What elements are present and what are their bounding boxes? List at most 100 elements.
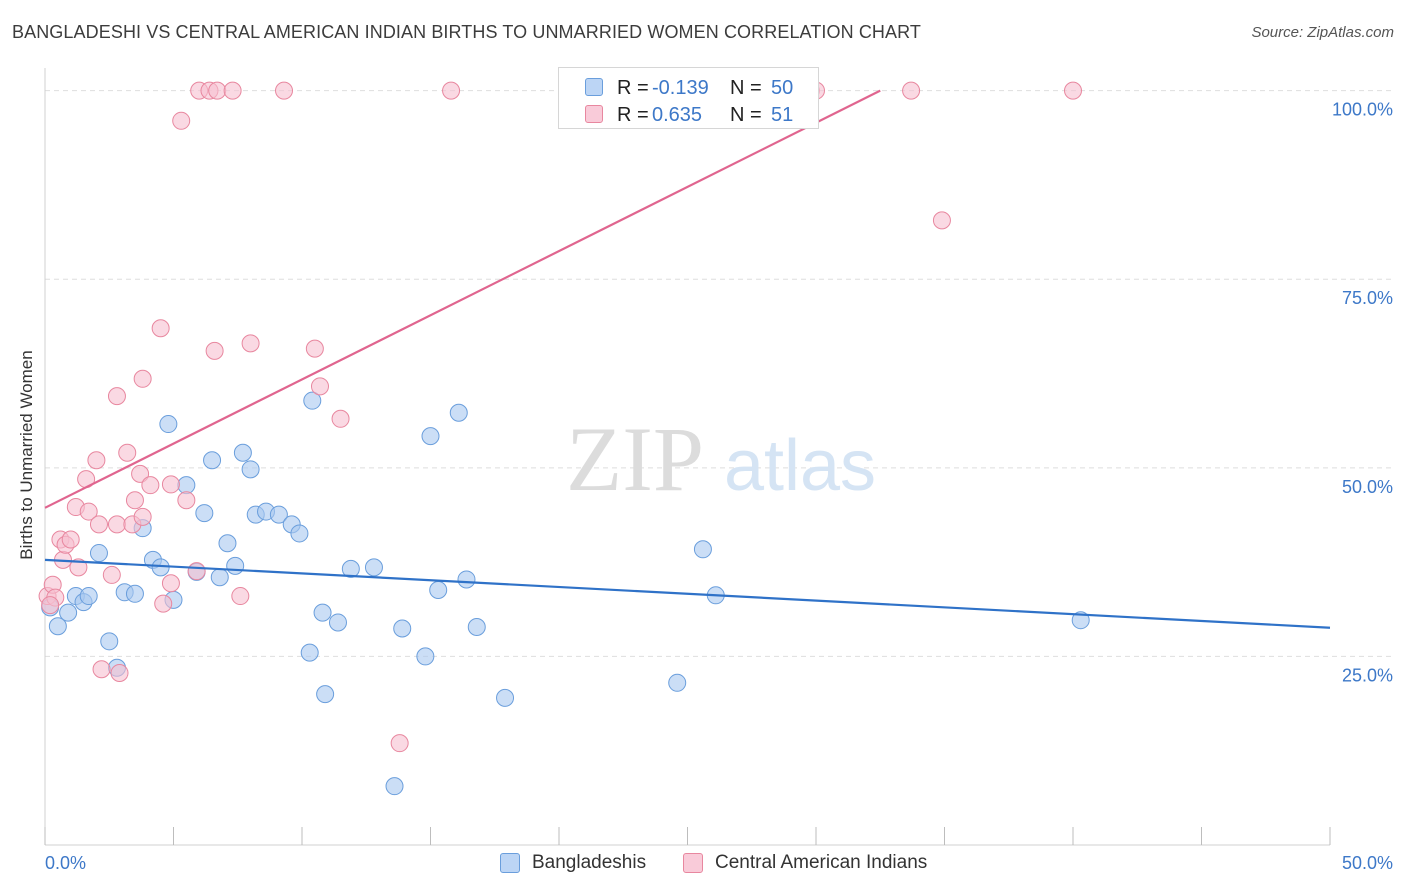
axes [44, 68, 1331, 846]
correlation-legend: R = -0.139 N = 50 R = 0.635 N = 51 [558, 67, 819, 129]
bangladeshi-point [100, 632, 119, 651]
central-american-indian-point [223, 81, 242, 100]
y-tick-label: 25.0% [1342, 665, 1393, 685]
central-american-indian-point [172, 111, 191, 130]
central-american-indian-point [275, 81, 294, 100]
bangladeshi-point [226, 556, 245, 575]
central-american-indian-point [161, 475, 180, 494]
central-american-indian-point [390, 734, 409, 753]
r-value: -0.139 [652, 77, 709, 99]
legend-label: Bangladeshis [532, 852, 647, 873]
central-american-indian-point [932, 211, 951, 230]
watermark-zip: ZIP [566, 408, 704, 510]
central-american-indian-point [902, 81, 921, 100]
bangladeshi-point [241, 460, 260, 479]
central-american-indian-point [61, 530, 80, 549]
n-value: 51 [771, 104, 794, 126]
bangladeshi-point [429, 581, 448, 600]
n-label: N = [730, 104, 762, 126]
central-american-indian-trend-line [44, 89, 881, 509]
n-label: N = [730, 77, 762, 99]
bangladeshi-point [79, 587, 98, 606]
central-american-indian-point [241, 334, 260, 353]
bangladeshi-point [457, 570, 476, 589]
legend-swatch-pink [683, 853, 703, 873]
r-value: 0.635 [652, 104, 703, 126]
central-american-indian-point [141, 476, 160, 495]
central-american-indian-point [69, 558, 88, 577]
central-american-indian-point [41, 596, 60, 615]
central-american-indian-point [231, 587, 250, 606]
bangladeshi-trend-line [44, 558, 1331, 629]
bangladeshi-point [218, 534, 237, 553]
bangladeshi-point [210, 568, 229, 587]
bangladeshi-point [1071, 611, 1090, 630]
bangladeshi-point [316, 685, 335, 704]
central-american-indian-point [305, 339, 324, 358]
bangladeshi-point [693, 540, 712, 559]
central-american-indian-point [205, 341, 224, 360]
legend-swatch-pink [585, 105, 603, 123]
n-value: 50 [771, 77, 794, 99]
tick-labels: 25.0% 50.0% 75.0% 100.0% 0.0% 50.0% [45, 100, 1393, 873]
bangladeshi-point [496, 688, 515, 707]
trend-lines [44, 89, 1331, 629]
r-label: R = [617, 104, 649, 126]
bangladeshi-point [159, 415, 178, 434]
central-american-indian-point [187, 562, 206, 581]
legend-label: Central American Indians [715, 852, 928, 873]
bangladeshi-point [341, 559, 360, 578]
bangladeshi-point [269, 505, 288, 524]
y-tick-label: 50.0% [1342, 477, 1393, 497]
central-american-indian-point [154, 594, 173, 613]
bangladeshi-point [668, 673, 687, 692]
bangladeshi-point [393, 619, 412, 638]
gridlines [45, 90, 1395, 657]
bangladeshi-point [89, 544, 108, 563]
central-american-indian-point [110, 664, 129, 683]
central-american-indian-point [92, 660, 111, 679]
bangladeshi-point [195, 504, 214, 523]
bangladeshi-point [48, 617, 67, 636]
central-american-indian-point [102, 565, 121, 584]
central-american-indian-point [310, 377, 329, 396]
central-american-indian-point [133, 507, 152, 526]
bangladeshi-point [385, 777, 404, 796]
central-american-indian-point [89, 515, 108, 534]
bangladeshi-point [421, 427, 440, 446]
x-tick-label: 0.0% [45, 853, 86, 873]
bangladeshi-point [177, 476, 196, 495]
central-american-indian-point [177, 491, 196, 510]
central-american-indian-point [1064, 81, 1082, 100]
legend-row-bangladeshis: R = -0.139 N = 50 [559, 73, 818, 101]
central-american-indian-point [208, 81, 227, 100]
central-american-indian-point [131, 464, 150, 483]
bangladeshi-point [151, 558, 170, 577]
central-american-indian-point [331, 409, 350, 428]
central-american-indian-point [133, 369, 152, 388]
bangladeshi-point [449, 403, 468, 422]
bangladeshi-point [303, 391, 322, 410]
bangladeshi-point [203, 451, 222, 470]
bangladeshi-point [59, 603, 78, 622]
central-american-indian-point [442, 81, 461, 100]
central-american-indian-point [161, 574, 180, 593]
central-american-indian-point [125, 491, 144, 510]
legend-swatch-blue [585, 78, 603, 96]
central-american-indian-point [107, 515, 126, 534]
bangladeshi-point [328, 613, 347, 632]
legend-row-central-american-indians: R = 0.635 N = 51 [559, 100, 818, 128]
watermark-atlas: atlas [724, 426, 876, 506]
bangladeshi-point [300, 643, 319, 662]
bangladeshi-point [290, 524, 309, 543]
y-tick-label: 75.0% [1342, 288, 1393, 308]
data-points [38, 81, 1090, 796]
chart-title: BANGLADESHI VS CENTRAL AMERICAN INDIAN B… [12, 22, 921, 42]
central-american-indian-point [79, 502, 98, 521]
central-american-indian-point [107, 387, 126, 406]
central-american-indian-point [151, 319, 170, 338]
bangladeshi-point [313, 603, 332, 622]
watermark: ZIP atlas [566, 408, 876, 510]
central-american-indian-point [87, 451, 106, 470]
